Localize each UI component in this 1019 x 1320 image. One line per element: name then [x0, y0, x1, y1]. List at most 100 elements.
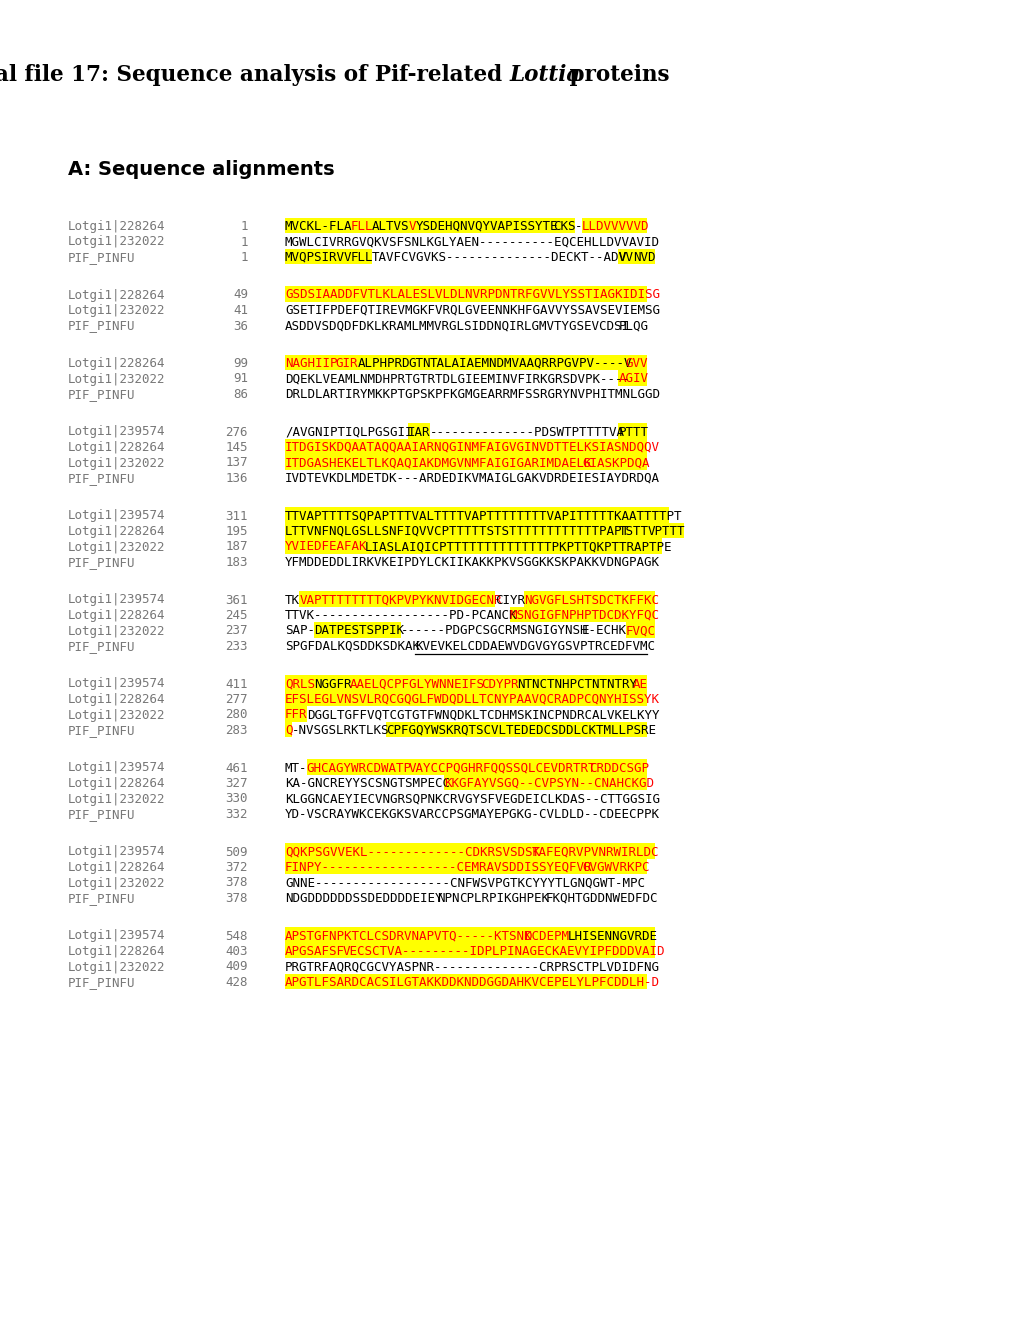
Text: Lotgi1|232022: Lotgi1|232022 [68, 624, 165, 638]
Text: Additional file 17: Sequence analysis of Pif-related: Additional file 17: Sequence analysis of… [0, 63, 510, 86]
Text: VAPTTTTTTTTQKPVPYKNVIDGECNR: VAPTTTTTTTTQKPVPYKNVIDGECNR [300, 594, 501, 606]
Text: GSDSIAADDFVTLKLALESLVLDLNVRPDNTRFGVVLYSSTIAGKIDISG: GSDSIAADDFVTLKLALESLVLDLNVRPDNTRFGVVLYSS… [284, 289, 659, 301]
Text: 237: 237 [225, 624, 248, 638]
Text: 99: 99 [232, 356, 248, 370]
Bar [314, 622, 400, 638]
Bar [284, 722, 292, 737]
Text: 283: 283 [225, 723, 248, 737]
Text: GVGWVRKPC: GVGWVRKPC [582, 861, 649, 874]
Text: IAR: IAR [408, 425, 430, 438]
Text: 403: 403 [225, 945, 248, 958]
Bar [284, 507, 668, 523]
Bar [284, 974, 647, 989]
Bar [618, 422, 647, 438]
Bar [510, 606, 654, 622]
Text: 86: 86 [232, 388, 248, 401]
Text: 378: 378 [225, 876, 248, 890]
Text: Lottia: Lottia [510, 63, 581, 86]
Text: Lotgi1|228264: Lotgi1|228264 [68, 289, 165, 301]
Text: KKGFAYVSGQ--CVPSYN--CNAHCKGD: KKGFAYVSGQ--CVPSYN--CNAHCKGD [444, 777, 654, 789]
Text: DQEKLVEAMLNMDHPRTGTRTDLGIEEMINVFIRKGRSDVPK----: DQEKLVEAMLNMDHPRTGTRTDLGIEEMINVFIRKGRSDV… [284, 372, 630, 385]
Text: GTN: GTN [408, 356, 430, 370]
Text: 411: 411 [225, 677, 248, 690]
Text: CDYPR: CDYPR [480, 677, 518, 690]
Text: MSNGIGFNPHPTDCDKYFQC: MSNGIGFNPHPTDCDKYFQC [510, 609, 659, 622]
Text: KLGGNCAEYIECVNGRSQPNKCRVGYSFVEGDEICLKDAS--CTTGGSIG: KLGGNCAEYIECVNGRSQPNKCRVGYSFVEGDEICLKDAS… [284, 792, 659, 805]
Text: PIF_PINFU: PIF_PINFU [68, 892, 136, 906]
Text: 195: 195 [225, 525, 248, 539]
Text: GIR: GIR [335, 356, 358, 370]
Bar [480, 675, 517, 690]
Bar [350, 248, 372, 264]
Text: 311: 311 [225, 510, 248, 523]
Text: 378: 378 [225, 892, 248, 906]
Bar [647, 523, 683, 539]
Text: TAFEQRVPVNRWIRLDC: TAFEQRVPVNRWIRLDC [531, 846, 658, 858]
Text: PIF_PINFU: PIF_PINFU [68, 388, 136, 401]
Text: QQKPSGVVEKL-------------CDKRSVSDSK: QQKPSGVVEKL-------------CDKRSVSDSK [284, 846, 539, 858]
Text: ALPHPRD: ALPHPRD [357, 356, 410, 370]
Text: NAGHIIP: NAGHIIP [284, 356, 337, 370]
Text: TK: TK [284, 594, 300, 606]
Bar [633, 248, 654, 264]
Text: CPLRPIKGHPEK: CPLRPIKGHPEK [459, 892, 548, 906]
Text: Lotgi1|232022: Lotgi1|232022 [68, 709, 165, 722]
Text: 332: 332 [225, 808, 248, 821]
Text: Lotgi1|232022: Lotgi1|232022 [68, 372, 165, 385]
Bar [589, 759, 647, 775]
Text: PIF_PINFU: PIF_PINFU [68, 473, 136, 484]
Text: DATPESTSPPIK: DATPESTSPPIK [314, 624, 404, 638]
Text: GNNE------------------CNFWSVPGTKCYYYTLGNQGWT-MPC: GNNE------------------CNFWSVPGTKCYYYTLGN… [284, 876, 644, 890]
Text: 330: 330 [225, 792, 248, 805]
Text: PIF_PINFU: PIF_PINFU [68, 723, 136, 737]
Bar [314, 675, 350, 690]
Text: TSTT: TSTT [618, 525, 648, 539]
Text: Lotgi1|228264: Lotgi1|228264 [68, 609, 165, 622]
Bar [408, 759, 589, 775]
Text: APGTLFSARDCACSILGTAKKDDKNDDGGDAHKVCEPELYLPFCDDLH-D: APGTLFSARDCACSILGTAKKDDKNDDGGDAHKVCEPELY… [284, 975, 659, 989]
Text: NVD: NVD [633, 251, 655, 264]
Text: LLDVVVVVD: LLDVVVVVD [582, 220, 649, 234]
Text: MVCKL-FLA: MVCKL-FLA [284, 220, 353, 234]
Text: FVQC: FVQC [625, 624, 655, 638]
Text: 280: 280 [225, 709, 248, 722]
Bar [307, 759, 408, 775]
Text: YVIEDFEAFAK: YVIEDFEAFAK [284, 540, 367, 553]
Bar [386, 722, 647, 737]
Text: AGIV: AGIV [618, 372, 648, 385]
Bar [568, 927, 654, 942]
Text: MT-: MT- [284, 762, 307, 775]
Text: CKS: CKS [552, 220, 575, 234]
Bar [350, 218, 372, 234]
Text: AAELQCPFGLYWNNEIFS: AAELQCPFGLYWNNEIFS [350, 677, 485, 690]
Bar [625, 355, 647, 370]
Bar [284, 843, 531, 858]
Bar [582, 218, 647, 234]
Bar [284, 218, 350, 234]
Text: Lotgi1|239574: Lotgi1|239574 [68, 677, 165, 690]
Bar [408, 218, 415, 234]
Text: 277: 277 [225, 693, 248, 706]
Text: 509: 509 [225, 846, 248, 858]
Text: IVDTEVKDLMDETDK---ARDEDIKVMAIGLGAKVDRDEIESIAYDRDQA: IVDTEVKDLMDETDK---ARDEDIKVMAIGLGAKVDRDEI… [284, 473, 659, 484]
Text: 1: 1 [240, 235, 248, 248]
Text: Lotgi1|232022: Lotgi1|232022 [68, 540, 165, 553]
Text: Lotgi1|239574: Lotgi1|239574 [68, 762, 165, 775]
Bar [284, 706, 307, 722]
Text: VECSCTVA---------IDPLPINAGECKAEVYIPFDDDVAID: VECSCTVA---------IDPLPINAGECKAEVYIPFDDDV… [342, 945, 664, 958]
Text: PIF_PINFU: PIF_PINFU [68, 251, 136, 264]
Bar [357, 355, 408, 370]
Text: DRLDLARTIRYMKKPTGPSKPFKGMGEARRMFSSRGRYNVPHITMNLGGD: DRLDLARTIRYMKKPTGPSKPFKGMGEARRMFSSRGRYNV… [284, 388, 659, 401]
Text: APSTGFNPKTCLCSDRVNAPVTQ-----KTSNK: APSTGFNPKTCLCSDRVNAPVTQ-----KTSNK [284, 929, 532, 942]
Text: PLQG: PLQG [618, 319, 648, 333]
Text: SAP-: SAP- [284, 624, 315, 638]
Bar [531, 843, 654, 858]
Text: NPN: NPN [437, 892, 460, 906]
Text: GSETIFPDEFQTIREVMGKFVRQLGVEENNKHFGAVVYSSAVSEVIEMSG: GSETIFPDEFQTIREVMGKFVRQLGVEENNKHFGAVVYSS… [284, 304, 659, 317]
Text: EFSLEGLVNSVLRQCGQGLFWDQDLLTCNYPAAVQCRADPCQNYHISSYK: EFSLEGLVNSVLRQCGQGLFWDQDLLTCNYPAAVQCRADP… [284, 693, 659, 706]
Text: -NVSGSLRKTLKS: -NVSGSLRKTLKS [292, 723, 389, 737]
Text: Lotgi1|239574: Lotgi1|239574 [68, 594, 165, 606]
Text: Lotgi1|228264: Lotgi1|228264 [68, 693, 165, 706]
Bar [284, 858, 582, 874]
Text: 36: 36 [232, 319, 248, 333]
